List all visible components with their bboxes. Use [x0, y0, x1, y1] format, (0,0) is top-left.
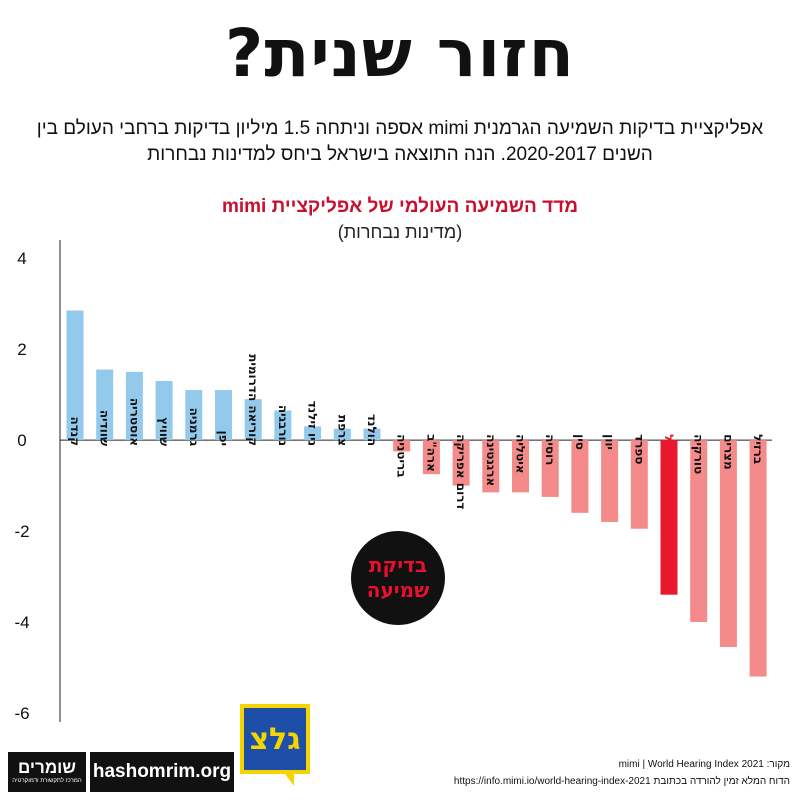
- category-label: טורקיה: [692, 434, 706, 474]
- bar: [690, 440, 708, 622]
- bar: [452, 440, 470, 486]
- category-label: קנדה: [68, 416, 82, 446]
- category-label: צרפת: [335, 415, 349, 446]
- chart-title: מדד השמיעה העולמי של אפליקציית mimi: [221, 196, 579, 217]
- category-label: ברזיל: [751, 434, 765, 464]
- source-line-2: הדוח המלא זמין להורדה בכתובת https://inf…: [453, 776, 790, 787]
- bar: [719, 440, 737, 647]
- badge-line-1: בדיקת: [368, 553, 428, 577]
- y-tick-label: 0: [17, 431, 26, 450]
- shomrim-logo: שומרים המרכז לתקשורת ודמוקרטיה: [8, 752, 86, 792]
- bar: [422, 440, 440, 475]
- bar: [96, 369, 114, 441]
- bar: [274, 410, 292, 441]
- y-tick-label: -2: [14, 522, 29, 541]
- bar: [155, 380, 173, 441]
- shomrim-logo-tagline: המרכז לתקשורת ודמוקרטיה: [12, 778, 82, 784]
- hearing-test-badge: בדיקת שמיעה: [351, 531, 445, 625]
- category-label: שוויץ: [157, 417, 171, 446]
- category-label: יפן: [217, 431, 231, 447]
- category-label: יוון: [603, 434, 617, 450]
- category-label: ספרד: [632, 434, 646, 464]
- bar: [749, 440, 767, 677]
- category-label: גרמניה: [187, 408, 201, 447]
- glz-logo-tail: [282, 770, 294, 786]
- bar: [630, 440, 648, 529]
- bar: [244, 399, 262, 441]
- category-label: דרום אפריקה: [454, 434, 468, 509]
- bar: [601, 440, 619, 522]
- y-tick-label: -6: [14, 704, 29, 723]
- site-url[interactable]: hashomrim.org: [90, 752, 234, 792]
- badge-line-2: שמיעה: [366, 578, 430, 602]
- bar: [541, 440, 559, 497]
- category-label: איטליה: [514, 434, 528, 473]
- bar: [363, 428, 381, 441]
- category-label: הולנד: [365, 414, 379, 446]
- category-label: ישראל: [662, 434, 676, 470]
- bar: [660, 440, 678, 595]
- category-label: שוודיה: [98, 410, 112, 446]
- bar: [393, 440, 411, 452]
- bar: [571, 440, 589, 513]
- shomrim-logo-text: שומרים: [18, 758, 76, 777]
- category-label: קוריאה הדרומית: [246, 354, 260, 446]
- category-label: רוסיה: [543, 434, 557, 465]
- bar: [482, 440, 500, 493]
- category-label: סין: [573, 434, 587, 450]
- y-tick-label: 4: [17, 249, 26, 268]
- bar: [185, 390, 203, 441]
- bar: [512, 440, 529, 493]
- bar: [333, 428, 351, 441]
- category-label: נורבגיה: [276, 405, 290, 446]
- bar: [125, 371, 143, 441]
- category-label: ארגנטינה: [484, 434, 498, 486]
- chart-subtitle: (מדינות נבחרות): [337, 222, 463, 242]
- y-tick-label: -4: [14, 613, 29, 632]
- page-subtitle: אפליקציית בדיקות השמיעה הגרמנית mimi אספ…: [36, 118, 764, 165]
- bar: [304, 426, 322, 441]
- category-label: ארה"ב: [424, 434, 438, 472]
- source-note: מקור: mimi | World Hearing Index 2021 הד…: [370, 756, 790, 790]
- page-title: חזור שנית?: [225, 15, 575, 92]
- source-line-1: מקור: mimi | World Hearing Index 2021: [618, 759, 790, 770]
- bar: [66, 310, 84, 441]
- glz-logo: גלצ: [240, 704, 310, 774]
- category-label: אוסטריה: [127, 398, 141, 446]
- category-label: מצרים: [721, 434, 735, 470]
- category-label: ניו זילנד: [306, 401, 320, 446]
- y-tick-label: 2: [17, 340, 26, 359]
- bar: [215, 390, 232, 441]
- category-label: בריטניה: [395, 434, 409, 477]
